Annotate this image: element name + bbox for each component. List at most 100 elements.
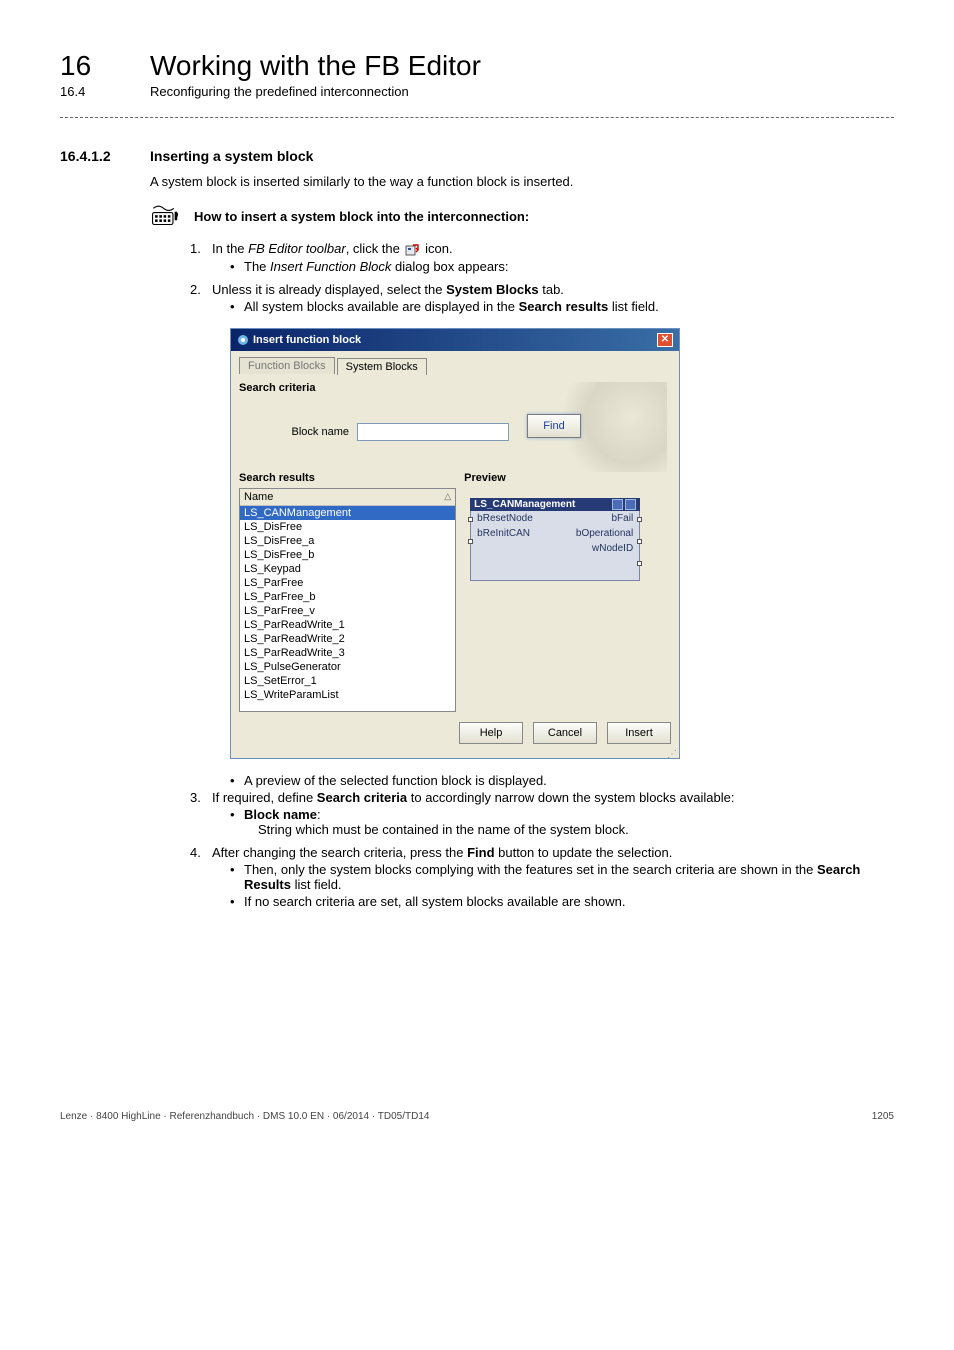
list-item[interactable]: LS_Keypad [240,562,455,576]
fb-port-row: bReInitCAN bOperational [471,526,639,541]
fb-port-left: bResetNode [477,513,533,524]
text: button to update the selection. [495,845,673,860]
list-item[interactable]: LS_SetError_1 [240,674,455,688]
fb-help-icon[interactable] [612,499,623,510]
bullet-text: Then, only the system blocks complying w… [244,862,894,892]
list-item[interactable]: LS_ParReadWrite_2 [240,632,455,646]
help-button[interactable]: Help [459,722,523,744]
text: The [244,259,270,274]
list-item[interactable]: LS_PulseGenerator [240,660,455,674]
search-results-label: Search results [239,472,456,484]
block-name-input[interactable] [357,423,509,441]
list-item[interactable]: LS_ParFree_b [240,590,455,604]
step-3-text: If required, define Search criteria to a… [212,790,894,839]
dialog-icon [237,334,249,346]
bullet-dot: • [230,299,244,314]
list-item[interactable]: LS_ParReadWrite_1 [240,618,455,632]
text: If required, define [212,790,317,805]
fb-title: LS_CANManagement [474,499,575,510]
step-4-text: After changing the search criteria, pres… [212,845,894,911]
text: Search criteria [317,790,407,805]
page-number: 1205 [872,1111,894,1122]
list-item[interactable]: LS_ParFree [240,576,455,590]
search-results-list[interactable]: Name △ LS_CANManagementLS_DisFreeLS_DisF… [239,488,456,712]
fb-port-right: wNodeID [592,543,633,554]
divider [60,117,894,118]
text: Insert Function Block [270,259,391,274]
insert-button[interactable]: Insert [607,722,671,744]
howto-heading: How to insert a system block into the in… [194,209,529,224]
find-button[interactable]: Find [527,414,581,438]
list-item[interactable]: LS_CANManagement [240,506,455,520]
bullet-dot: • [230,259,244,274]
text: FB Editor toolbar [248,241,346,256]
section-number: 16.4 [60,84,150,99]
step-1-text: In the FB Editor toolbar, click the icon… [212,241,894,276]
resize-grip-icon[interactable]: ⋰ [231,752,679,758]
subsection-number: 16.4.1.2 [60,148,150,164]
fb-port-row: bResetNode bFail [471,511,639,526]
bullet-text: The Insert Function Block dialog box app… [244,259,894,274]
text: Unless it is already displayed, select t… [212,282,446,297]
text: list field. [291,877,342,892]
step-number: 4. [190,845,212,911]
dialog-titlebar[interactable]: Insert function block ✕ [231,329,679,351]
list-item[interactable]: LS_ParFree_v [240,604,455,618]
step-number: 3. [190,790,212,839]
procedure-icon [150,203,184,229]
cancel-button[interactable]: Cancel [533,722,597,744]
tab-function-blocks[interactable]: Function Blocks [239,357,335,374]
step-2-text: Unless it is already displayed, select t… [212,282,894,316]
list-item[interactable]: LS_DisFree_b [240,548,455,562]
footer-left: Lenze · 8400 HighLine · Referenzhandbuch… [60,1111,429,1122]
list-item[interactable]: LS_ParReadWrite_3 [240,646,455,660]
bullet-dot: • [230,894,244,909]
text: tab. [539,282,564,297]
port-connector-icon [468,517,473,522]
tab-system-blocks[interactable]: System Blocks [337,358,427,375]
port-connector-icon [637,561,642,566]
preview-label: Preview [464,472,671,484]
text: Search results [519,299,609,314]
bullet-text: All system blocks available are displaye… [244,299,894,314]
step-number: 2. [190,282,212,316]
close-button[interactable]: ✕ [657,333,673,347]
fb-detail-icon[interactable] [625,499,636,510]
text: System Blocks [446,282,539,297]
block-name-label: Block name [279,426,349,438]
sort-indicator-icon: △ [444,491,451,502]
chapter-title: Working with the FB Editor [150,50,481,82]
text: dialog box appears: [391,259,508,274]
bullet-text: Block name: String which must be contain… [244,807,894,837]
bullet-text: If no search criteria are set, all syste… [244,894,894,909]
preview-pane: LS_CANManagement bResetNode bFail bReInitC… [464,488,671,712]
bullet-dot: • [230,807,244,837]
text: icon. [421,241,452,256]
fb-port-right: bOperational [576,528,633,539]
list-item[interactable]: LS_DisFree_a [240,534,455,548]
subsection-title: Inserting a system block [150,148,313,164]
text: to accordingly narrow down the system bl… [407,790,734,805]
text: Find [467,845,494,860]
text: Then, only the system blocks complying w… [244,862,817,877]
bullet-dot: • [230,773,244,788]
port-connector-icon [468,539,473,544]
text: After changing the search criteria, pres… [212,845,467,860]
bullet-dot: • [230,862,244,892]
column-header-name[interactable]: Name △ [240,489,455,506]
col-name: Name [244,491,273,503]
list-item[interactable]: LS_WriteParamList [240,688,455,702]
insert-fb-icon [405,243,419,257]
insert-function-block-dialog: Insert function block ✕ Function Blocks … [230,328,680,759]
list-item[interactable]: LS_DisFree [240,520,455,534]
bullet-text: A preview of the selected function block… [244,773,894,788]
fb-port-right: bFail [611,513,633,524]
fb-port-row: wNodeID [471,541,639,556]
text: In the [212,241,248,256]
text: : [317,807,321,822]
port-connector-icon [637,539,642,544]
sub-bullet-text: String which must be contained in the na… [258,822,894,837]
intro-paragraph: A system block is inserted similarly to … [150,174,894,189]
fb-port-left: bReInitCAN [477,528,530,539]
port-connector-icon [637,517,642,522]
